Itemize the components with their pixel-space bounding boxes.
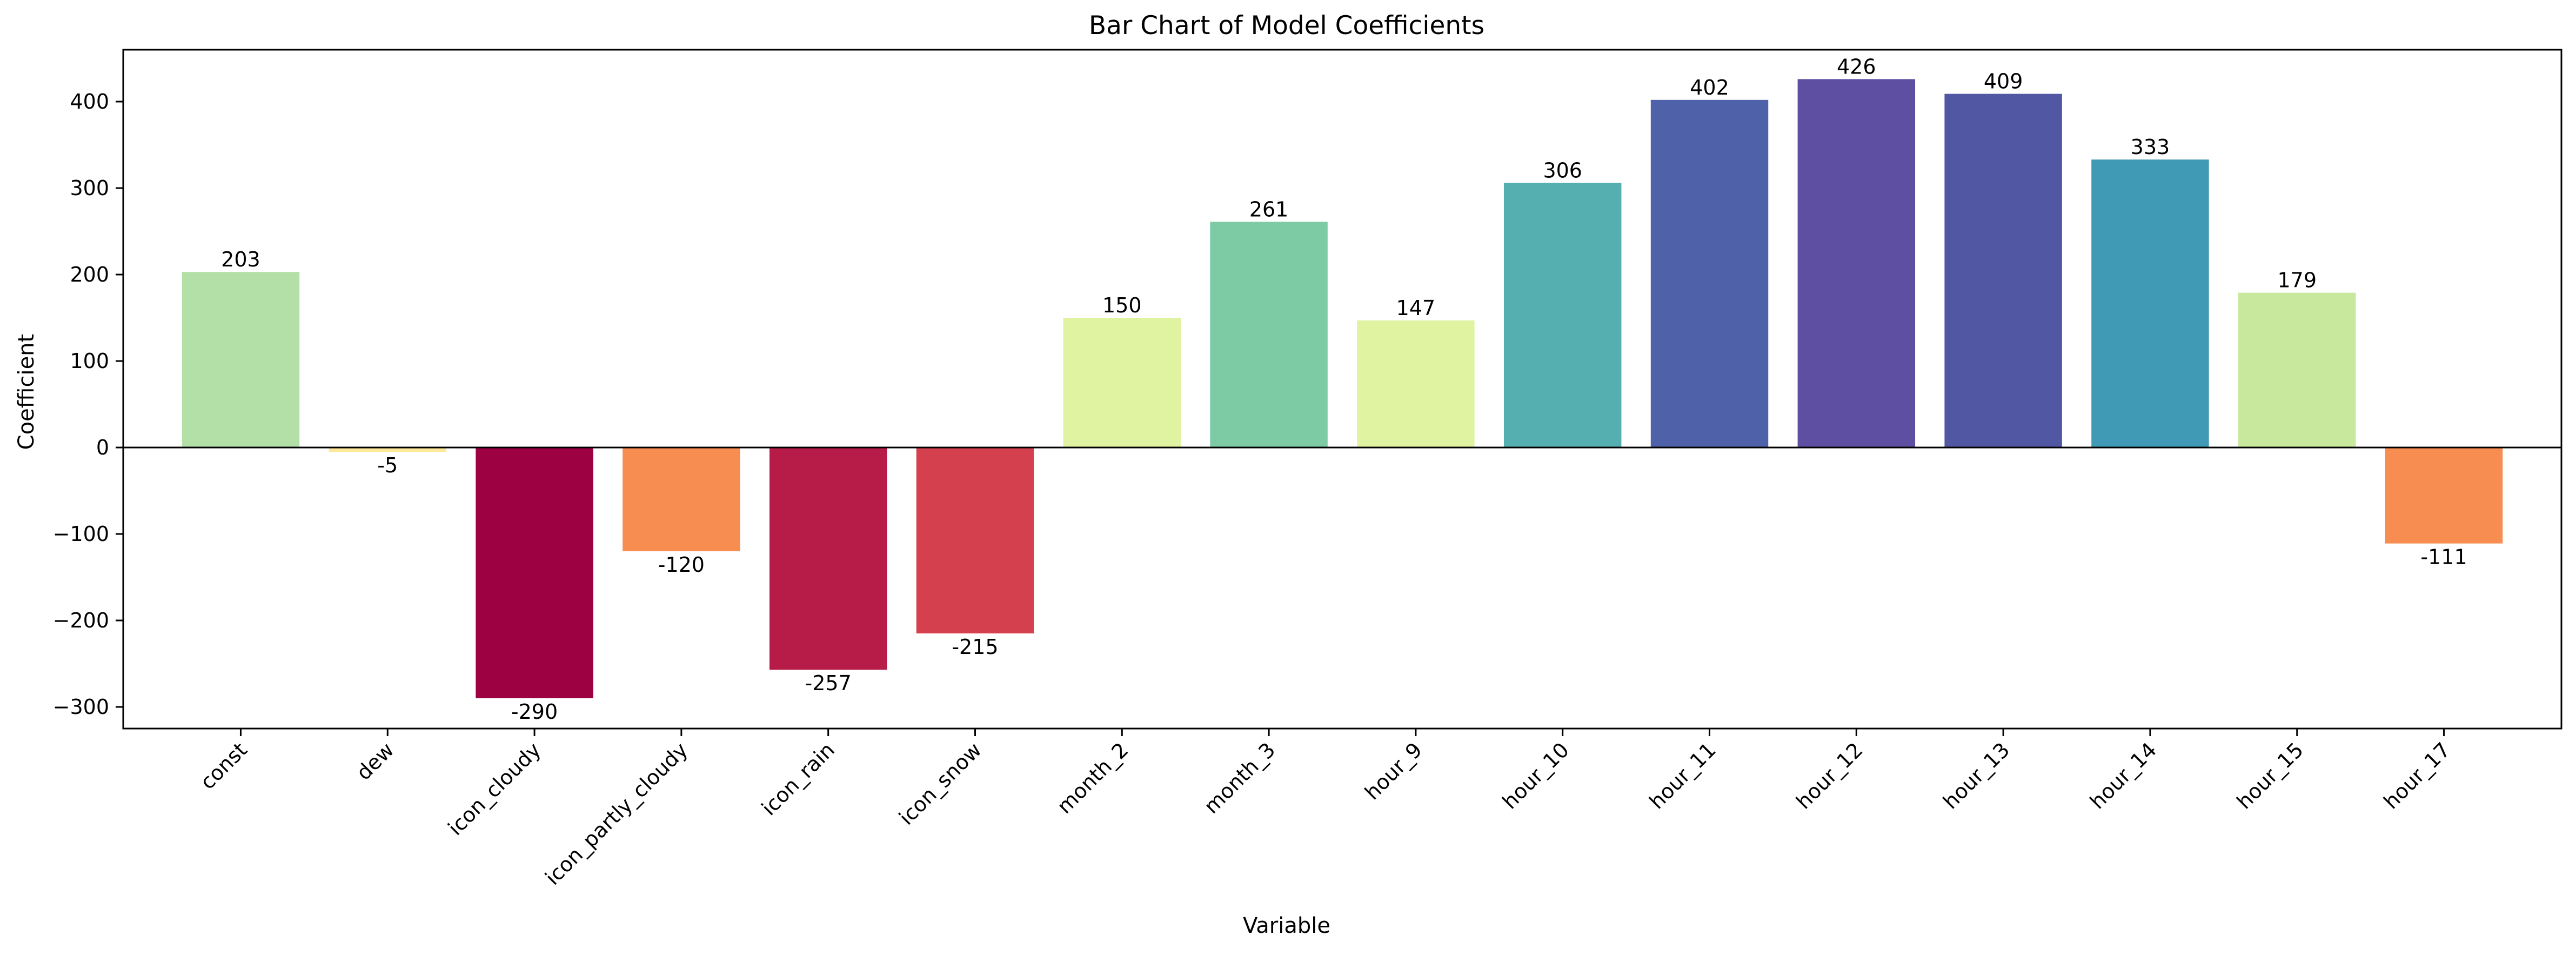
bar-month-2 xyxy=(1063,318,1181,448)
bar-hour-9 xyxy=(1357,320,1475,448)
data-label-dew: -5 xyxy=(377,453,398,477)
bars xyxy=(182,79,2503,698)
bar-hour-14 xyxy=(2091,159,2209,448)
bar-icon-cloudy xyxy=(476,448,593,698)
data-label-month-3: 261 xyxy=(1249,197,1289,221)
y-axis-ticks: −300 −200 −100 0 100 200 300 400 xyxy=(53,90,123,719)
plot-frame xyxy=(122,49,2562,730)
y-tick-label: 100 xyxy=(70,349,109,373)
data-label-icon-cloudy: -290 xyxy=(511,700,558,724)
y-tick-label: 400 xyxy=(70,90,109,113)
data-label-hour-14: 333 xyxy=(2131,135,2170,159)
bar-const xyxy=(182,272,300,448)
y-tick-label: 200 xyxy=(70,263,109,286)
bar-icon-snow xyxy=(916,448,1034,633)
y-tick-label: −100 xyxy=(53,522,109,546)
x-axis-label: Variable xyxy=(1243,913,1330,938)
data-label-month-2: 150 xyxy=(1102,293,1142,317)
y-tick-label: −300 xyxy=(53,695,109,719)
data-label-hour-10: 306 xyxy=(1543,158,1582,182)
data-label-hour-11: 402 xyxy=(1690,76,1729,99)
data-label-hour-17: -111 xyxy=(2420,545,2467,569)
data-label-hour-15: 179 xyxy=(2277,269,2317,292)
bar-dew xyxy=(329,448,446,452)
bar-hour-10 xyxy=(1503,183,1622,448)
bar-month-3 xyxy=(1210,222,1328,448)
data-label-icon-snow: -215 xyxy=(952,635,998,659)
y-tick-label: −200 xyxy=(53,609,109,632)
bar-hour-12 xyxy=(1797,79,1916,448)
bar-icon-rain xyxy=(769,448,887,670)
bar-hour-17 xyxy=(2385,448,2503,544)
y-tick-label: 0 xyxy=(96,436,109,459)
data-label-icon-rain: -257 xyxy=(805,671,852,695)
bar-hour-13 xyxy=(1944,94,2062,448)
bar-hour-15 xyxy=(2238,292,2356,448)
data-label-const: 203 xyxy=(221,248,260,271)
data-label-hour-12: 426 xyxy=(1837,55,1876,78)
bar-hour-11 xyxy=(1650,99,1769,448)
y-axis-label: Coefficient xyxy=(14,334,39,450)
data-label-hour-13: 409 xyxy=(1984,70,2023,94)
data-label-icon-partly-cloudy: -120 xyxy=(658,553,705,577)
y-tick-label: 300 xyxy=(70,176,109,200)
data-labels: 203 -5 -290 -120 -257 -215 150 261 147 306 402 426 4… xyxy=(221,55,2467,724)
chart-title: Bar Chart of Model Coefficients xyxy=(1089,11,1484,41)
bar-icon-partly-cloudy xyxy=(623,448,740,551)
data-label-hour-9: 147 xyxy=(1396,296,1436,320)
